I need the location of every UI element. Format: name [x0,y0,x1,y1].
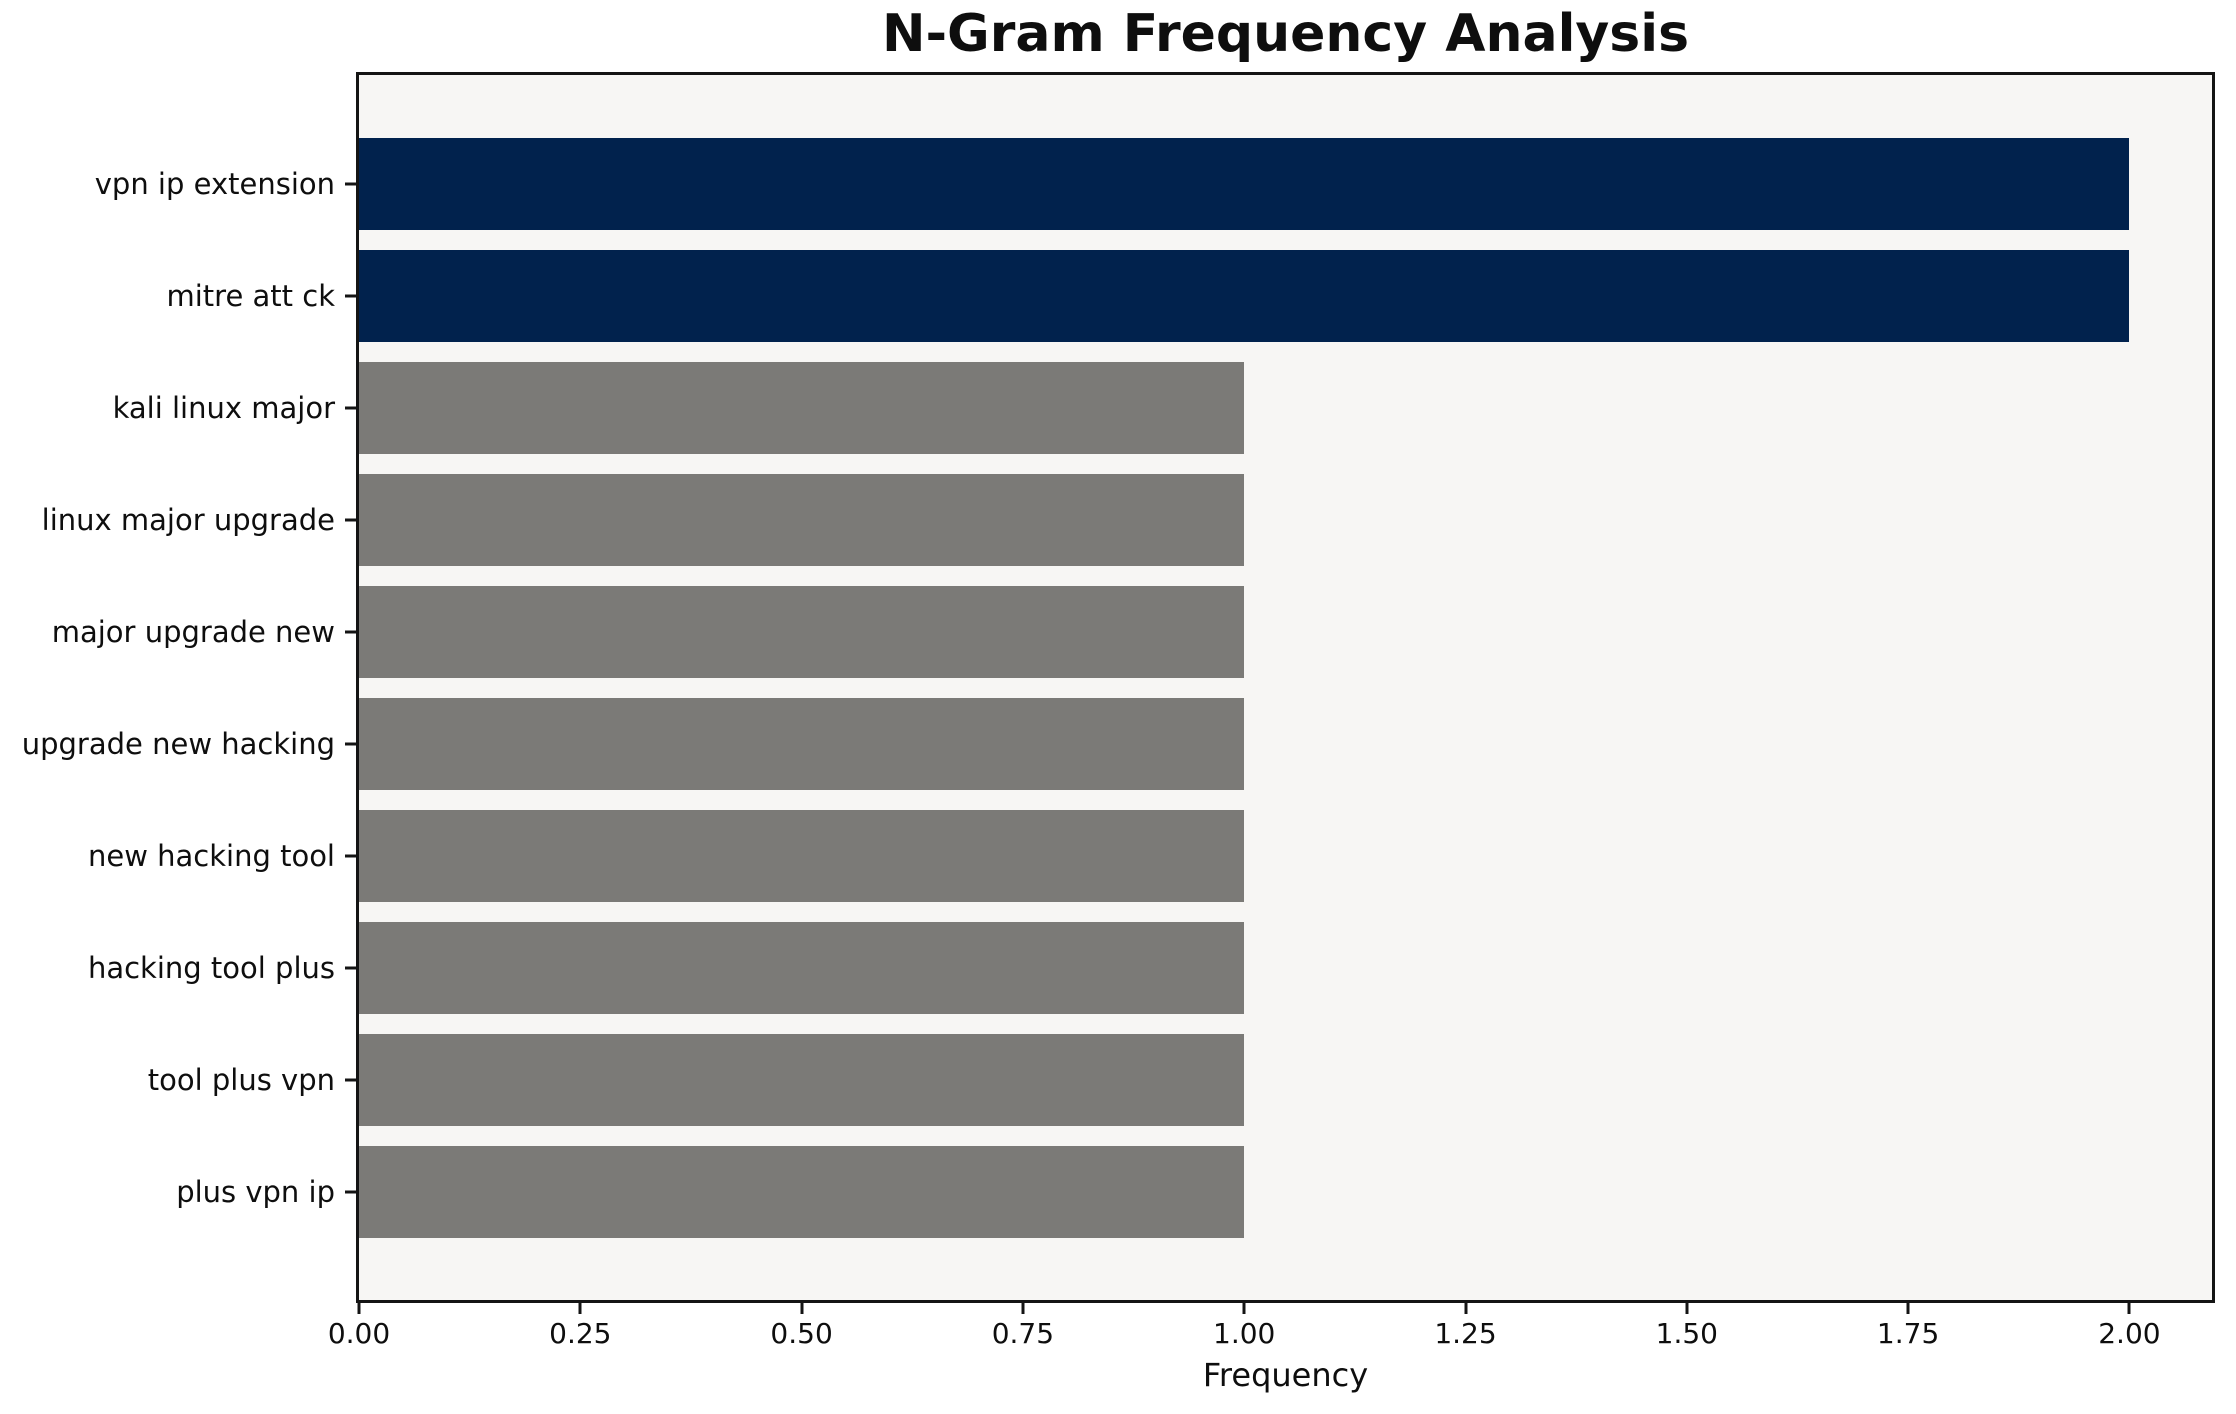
y-tick-mark [345,630,356,634]
bar-row: new hacking tool [88,800,2212,912]
y-tick-mark [345,966,356,970]
x-tick-label: 2.00 [2098,1317,2161,1350]
x-tick-label: 1.00 [1213,1317,1276,1350]
y-axis-label: plus vpn ip [176,1175,335,1209]
y-tick-mark [345,1078,356,1082]
x-tick-mark [357,1303,361,1314]
x-tick-mark [800,1303,804,1314]
bar [359,698,1245,790]
bar-row: upgrade new hacking [22,688,2212,800]
y-tick-mark [345,742,356,746]
bar [359,1034,1245,1126]
y-axis-label: vpn ip extension [94,167,335,201]
x-tick-mark [1021,1303,1025,1314]
bar [359,1146,1245,1238]
plot-area: vpn ip extension mitre att ck kali linux m… [22,72,2215,1394]
bars-region: vpn ip extension mitre att ck kali linux m… [22,75,2212,1300]
x-tick-label: 0.50 [770,1317,833,1350]
y-axis-label: new hacking tool [87,839,335,873]
bar-row: plus vpn ip [176,1136,2212,1248]
x-tick-mark [1464,1303,1467,1314]
y-tick-mark [345,406,356,410]
y-axis-label: tool plus vpn [147,1063,335,1097]
y-tick-mark [345,518,356,522]
y-tick-mark [345,294,356,298]
x-tick-label: 1.25 [1434,1317,1497,1350]
y-axis-label: kali linux major [112,391,335,425]
bar [359,474,1245,566]
x-tick-mark [1685,1303,1689,1314]
chart-title: N-Gram Frequency Analysis [881,4,1690,64]
bar-row: tool plus vpn [148,1024,2212,1136]
x-tick-mark [578,1303,582,1314]
bar-row: kali linux major [113,352,2212,464]
y-tick-mark [345,854,356,858]
bar [359,250,2130,342]
x-tick-label: 1.75 [1876,1317,1940,1350]
bar-row: linux major upgrade [42,464,2212,576]
y-axis-label: hacking tool plus [87,951,335,985]
bar-row: vpn ip extension [95,128,2212,240]
y-tick-mark [345,182,356,186]
x-tick-label: 0.00 [327,1317,391,1350]
bar-row: major upgrade new [52,576,2212,688]
y-tick-mark [345,1190,356,1194]
x-tick-label: 1.50 [1655,1317,1718,1350]
bar [359,586,1245,678]
y-axis-label: major upgrade new [51,615,335,649]
y-axis-label: upgrade new hacking [21,727,335,761]
bar [359,138,2130,230]
bar [359,922,1245,1014]
bar-row: hacking tool plus [88,912,2212,1024]
y-axis-label: linux major upgrade [41,503,335,537]
x-tick-label: 0.25 [549,1317,612,1350]
x-tick-mark [1906,1303,1910,1314]
x-axis-title: Frequency [1202,1356,1369,1394]
x-tick-label: 0.75 [991,1317,1055,1350]
y-axis-label: mitre att ck [166,279,336,313]
x-tick-mark [1242,1303,1246,1314]
x-tick-mark [2127,1303,2131,1314]
bar-row: mitre att ck [167,240,2212,352]
bar [359,362,1245,454]
bar [359,810,1245,902]
